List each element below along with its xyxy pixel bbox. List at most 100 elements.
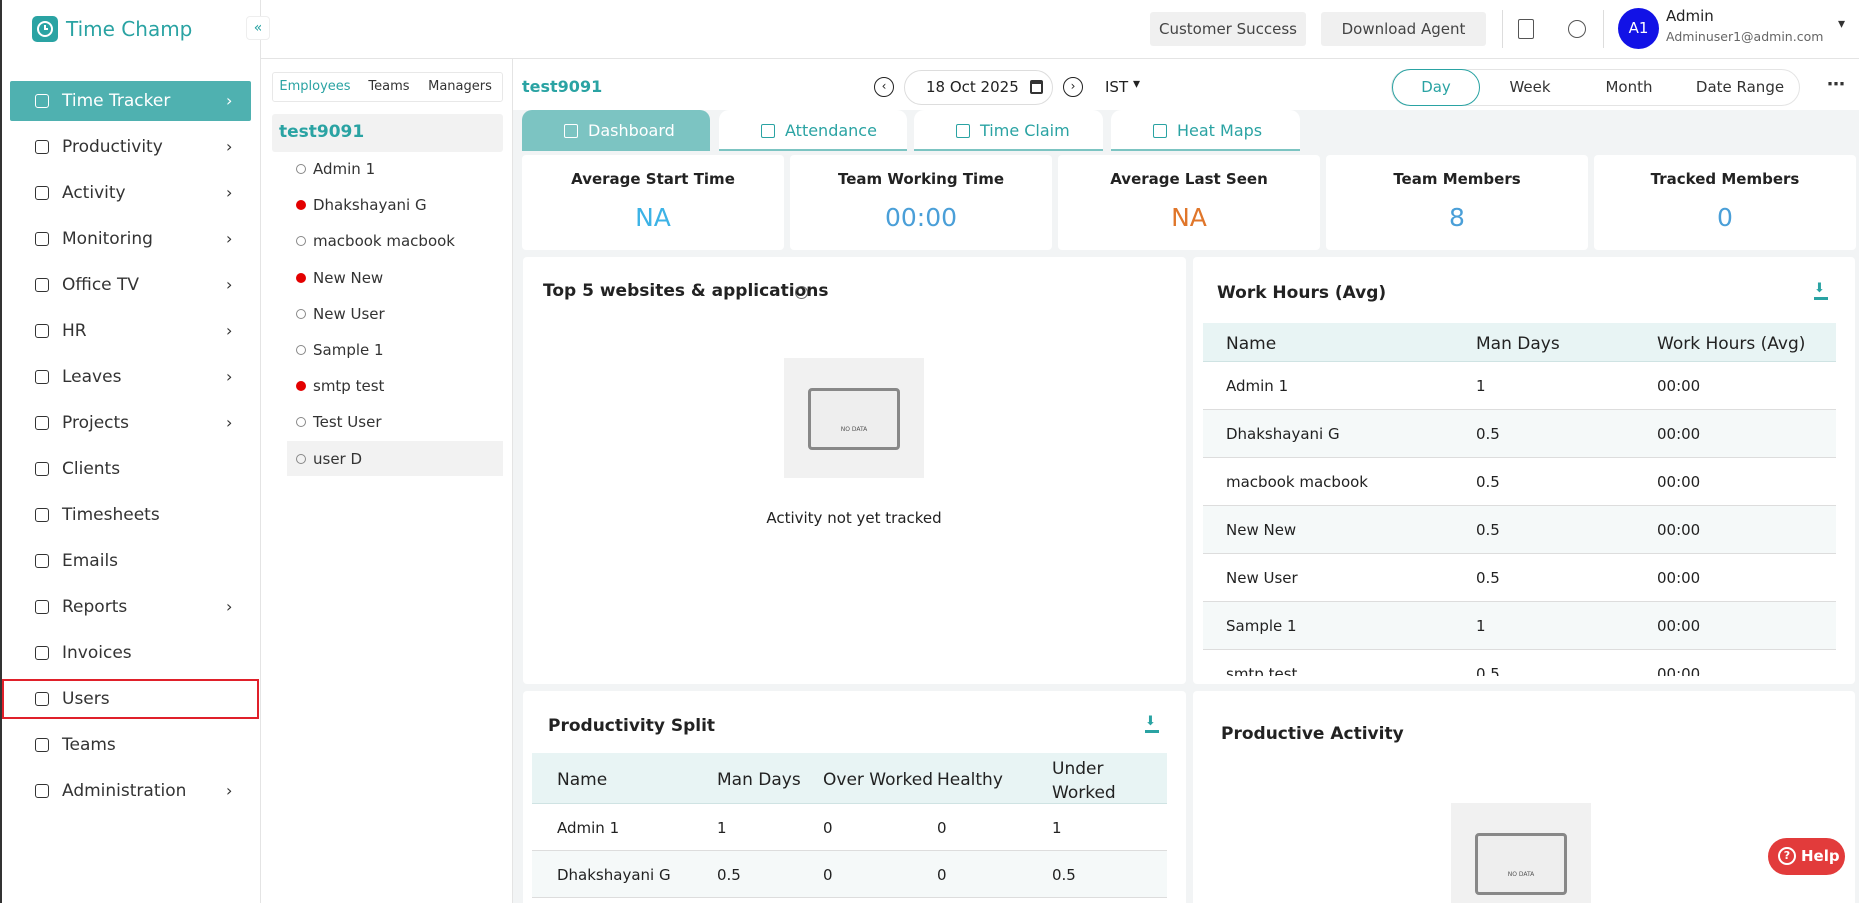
menu-item[interactable]: Leaves — [62, 367, 122, 387]
employee-name[interactable]: Sample 1 — [313, 341, 384, 359]
stat-card — [1058, 155, 1320, 250]
tab[interactable] — [914, 110, 1103, 151]
menu-item[interactable]: Clients — [62, 459, 121, 479]
menu-item[interactable]: HR — [62, 321, 87, 341]
settings-icon[interactable] — [1568, 20, 1586, 38]
tab-label[interactable]: Heat Maps — [1177, 121, 1263, 140]
employee-tab[interactable]: Managers — [428, 79, 492, 94]
date-box[interactable] — [904, 70, 1053, 105]
employee-name[interactable]: New New — [313, 268, 384, 287]
employee-name[interactable]: macbook macbook — [313, 232, 455, 251]
help-button[interactable]: Help — [1768, 838, 1845, 875]
table-cell: 0 — [937, 865, 947, 884]
team-name[interactable]: test9091 — [279, 122, 365, 142]
employee-panel — [261, 59, 513, 903]
stat-card — [790, 155, 1052, 250]
collapse-button[interactable]: « — [246, 16, 270, 40]
table-cell: 0.5 — [1476, 569, 1500, 587]
menu-item[interactable]: Office TV — [62, 275, 140, 295]
menu-item[interactable]: Time Tracker — [62, 91, 171, 111]
menu-icon — [35, 554, 49, 568]
active-range — [1392, 69, 1480, 106]
table-cell: 0.5 — [1476, 665, 1500, 676]
menu-item[interactable]: Administration — [62, 781, 187, 801]
table-header — [1203, 323, 1836, 362]
range-option[interactable]: Week — [1509, 78, 1551, 96]
tab-label[interactable]: Time Claim — [980, 121, 1070, 140]
employee-name[interactable]: Admin 1 — [313, 160, 376, 178]
tab-icon — [956, 124, 970, 138]
menu-icon — [35, 646, 49, 660]
employee-tab[interactable]: Employees — [279, 79, 351, 94]
table-row — [1203, 458, 1836, 506]
range-option[interactable]: Date Range — [1695, 78, 1785, 96]
download-icon[interactable] — [1814, 284, 1828, 300]
menu-icon — [35, 370, 49, 384]
tab-label[interactable]: Attendance — [785, 121, 877, 140]
employee-tab[interactable]: Teams — [368, 79, 410, 94]
table-cell: Sample 1 — [1226, 617, 1297, 635]
menu-item[interactable]: Reports — [62, 597, 128, 617]
column-header: Man Days — [717, 769, 801, 790]
status-dot — [296, 345, 306, 355]
range-option[interactable]: Month — [1605, 78, 1653, 96]
avatar[interactable]: A1 — [1618, 8, 1659, 49]
table-cell: 1 — [1476, 617, 1486, 635]
menu-item[interactable]: Productivity — [62, 137, 163, 157]
stat-label: Team Members — [1393, 170, 1521, 188]
timezone[interactable]: IST — [1105, 78, 1129, 96]
more-menu[interactable]: ⋯ — [1827, 74, 1845, 95]
menu-item[interactable]: Monitoring — [62, 229, 153, 249]
download-icon[interactable] — [1145, 717, 1159, 733]
panel-title: Work Hours (Avg) — [1217, 283, 1387, 303]
menu-icon — [35, 738, 49, 752]
employee-name[interactable]: smtp test — [313, 377, 385, 396]
empty-text: Activity not yet tracked — [766, 509, 942, 527]
menu-item[interactable]: Users — [62, 689, 110, 709]
tab[interactable] — [1111, 110, 1300, 151]
header-button[interactable]: Download Agent — [1321, 12, 1486, 46]
menu-item[interactable]: Invoices — [62, 643, 132, 663]
tab[interactable] — [719, 110, 907, 151]
header — [261, 0, 1859, 59]
table-cell: 00:00 — [1657, 617, 1701, 635]
table-cell: New User — [1226, 569, 1298, 587]
doc-icon[interactable] — [1518, 19, 1534, 39]
menu-item[interactable]: Teams — [62, 735, 116, 755]
menu-item[interactable]: Activity — [62, 183, 126, 203]
menu-arrow: › — [226, 413, 233, 432]
table-cell: 00:00 — [1657, 425, 1701, 443]
employee-name[interactable]: Dhakshayani G — [313, 196, 427, 215]
menu-item[interactable]: Timesheets — [62, 505, 160, 525]
menu-item[interactable]: Emails — [62, 551, 119, 571]
employee-name[interactable]: Test User — [313, 413, 382, 432]
menu-item[interactable]: Projects — [62, 413, 130, 433]
table-cell: Dhakshayani G — [1226, 425, 1340, 443]
menu-arrow: › — [226, 781, 233, 800]
prev-date[interactable]: ‹ — [874, 77, 894, 97]
employee-tabs-box — [272, 72, 503, 102]
menu-icon — [35, 462, 49, 476]
table-cell: 00:00 — [1657, 665, 1701, 676]
header-button[interactable]: Customer Success — [1150, 12, 1306, 46]
download-arrow: ⬇ — [1145, 714, 1156, 729]
tab-icon — [564, 124, 578, 138]
table-cell: Admin 1 — [1226, 377, 1289, 395]
stat-label: Tracked Members — [1650, 170, 1800, 188]
status-dot — [296, 200, 306, 211]
next-date[interactable]: › — [1063, 77, 1083, 97]
tab-label[interactable]: Dashboard — [588, 121, 675, 140]
column-header: Work Hours (Avg) — [1657, 333, 1806, 354]
timezone-arrow: ▾ — [1133, 76, 1141, 92]
employee-name[interactable]: user D — [313, 449, 363, 468]
menu-arrow: › — [226, 367, 233, 386]
range-option[interactable]: Day — [1421, 78, 1451, 96]
menu-icon — [35, 278, 49, 292]
tab[interactable] — [522, 110, 710, 151]
table-cell: smtp test — [1226, 665, 1298, 676]
download-arrow: ⬇ — [1814, 281, 1825, 296]
user-email: Adminuser1@admin.com — [1666, 29, 1824, 44]
employee-name[interactable]: New User — [313, 304, 385, 323]
highlight-box — [2, 679, 259, 719]
